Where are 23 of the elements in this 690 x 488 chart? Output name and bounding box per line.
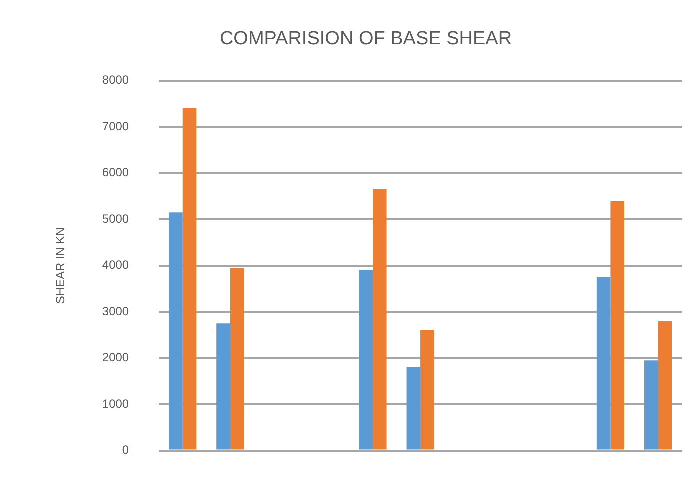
bar: [596, 277, 611, 450]
y-tick-label: 4000: [102, 258, 130, 272]
bar: [182, 108, 197, 450]
y-tick-label: 0: [122, 443, 130, 458]
y-tick-label: 1000: [102, 396, 130, 411]
y-tick-label: 5000: [102, 212, 130, 226]
bar: [230, 268, 244, 450]
bar: [216, 324, 230, 450]
chart-title: COMPARISION OF BASE SHEAR: [220, 28, 512, 50]
bar: [610, 201, 624, 450]
y-tick-label: 6000: [102, 166, 130, 180]
bar: [169, 212, 183, 450]
y-tick-label: 2000: [102, 350, 130, 365]
y-axis-title: SHEAR IN KN: [54, 227, 68, 304]
bar: [658, 321, 672, 450]
y-tick-label: 8000: [102, 73, 130, 88]
bar: [359, 270, 374, 450]
bar: [644, 360, 658, 450]
bar: [420, 330, 434, 450]
bar: [373, 189, 387, 450]
y-tick-label: 3000: [102, 304, 130, 318]
y-tick-label: 7000: [102, 119, 130, 134]
bar: [406, 368, 421, 450]
